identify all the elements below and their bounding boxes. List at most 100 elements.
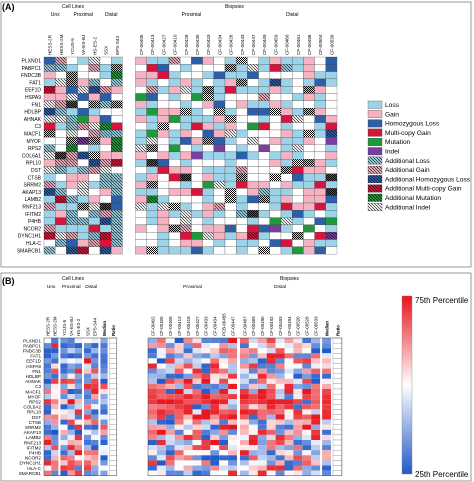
panel-b-cell <box>210 389 220 395</box>
panel-a-cell <box>292 56 304 65</box>
panel-a-cell <box>280 173 293 182</box>
panel-a-cell <box>180 166 192 174</box>
panel-a-cell <box>280 239 293 247</box>
panel-b-cell <box>228 373 237 379</box>
panel-b-cell <box>201 455 211 461</box>
panel-a-cell-pattern <box>100 246 112 255</box>
panel-b-cell <box>109 470 117 476</box>
panel-a-cell <box>55 210 67 218</box>
panel-b-cell <box>192 455 202 461</box>
panel-b-cell <box>293 429 303 435</box>
colorbar-bottom-label: 25th Percentile <box>415 470 469 479</box>
panel-b-cell <box>192 338 202 344</box>
panel-b-cell <box>84 470 92 476</box>
panel-b-cell <box>60 394 68 400</box>
panel-a-cell <box>157 71 170 80</box>
panel-b-cell <box>266 409 276 415</box>
panel-a-cell <box>325 100 338 109</box>
panel-b-cell <box>219 455 229 461</box>
panel-a-cell <box>43 71 56 80</box>
panel-b-cell <box>322 440 331 446</box>
panel-b-column-label: CF-00447 <box>230 316 235 336</box>
panel-a-cell <box>325 137 338 145</box>
panel-a-cell <box>292 173 304 182</box>
panel-b-cell <box>60 338 68 344</box>
panel-b-cell <box>284 409 294 415</box>
panel-a-cell-pattern <box>180 86 192 94</box>
panel-b-cell <box>165 465 175 471</box>
panel-b-cell <box>219 389 229 395</box>
panel-a-cell <box>303 137 315 145</box>
panel-b-cell <box>84 383 92 389</box>
panel-a-subgroup-label: Unx <box>51 12 60 18</box>
panel-b-cell <box>293 338 303 344</box>
panel-a-cell <box>314 180 326 189</box>
panel-a-cell-pattern <box>66 71 78 79</box>
panel-b-cell <box>67 409 75 415</box>
panel-b-cell <box>201 429 211 435</box>
panel-a-cell <box>202 224 214 233</box>
panel-b-cell <box>210 399 220 405</box>
panel-a-cell <box>224 173 237 182</box>
panel-a-cell <box>269 239 282 247</box>
panel-b-cell <box>228 389 237 395</box>
legend-swatch <box>367 128 383 137</box>
panel-a-cell <box>236 217 248 226</box>
panel-a-cell <box>77 144 89 153</box>
panel-a-cell-pattern <box>88 100 100 109</box>
panel-a-cell-pattern <box>146 159 158 167</box>
panel-b-cell <box>311 429 321 435</box>
panel-b-cell <box>109 450 117 456</box>
panel-a-cell-pattern <box>66 122 78 130</box>
panel-b-border <box>0 272 472 482</box>
panel-a-column-labels: HESS-2R HESS-2M YCUS-5 VA-ES-BJ HS-ES-2 SSX EP… <box>48 34 335 55</box>
panel-a-cell <box>146 188 158 196</box>
panel-a-cell <box>146 78 158 87</box>
panel-a-cell <box>180 64 192 72</box>
panel-a-cell <box>269 188 282 196</box>
panel-b-cell <box>60 363 68 369</box>
panel-a-cell <box>325 246 338 255</box>
panel-a-cell <box>157 137 170 145</box>
panel-b-column-label: CF-00418 <box>186 316 191 336</box>
panel-b-cell <box>192 404 202 410</box>
panel-b-cell <box>84 348 92 354</box>
panel-a-cell-pattern <box>44 144 56 152</box>
panel-b-cell <box>67 424 75 430</box>
panel-b-cell <box>302 419 312 425</box>
panel-b-cell <box>67 465 75 471</box>
panel-a-cell-pattern <box>100 130 112 138</box>
panel-b-cell <box>284 353 294 359</box>
panel-a-cell <box>280 100 293 109</box>
panel-b-cell <box>275 343 285 349</box>
panel-b-gene-label: FN1 <box>32 369 41 374</box>
panel-b-cell <box>240 445 249 451</box>
panel-b-cell <box>156 404 166 410</box>
panel-b-cell <box>156 389 166 395</box>
panel-a-cell-pattern <box>88 151 100 160</box>
panel-a-cell <box>66 188 78 196</box>
panel-b-cell <box>293 394 303 400</box>
panel-a-cell <box>303 195 315 204</box>
panel-b-cell <box>91 389 99 395</box>
panel-b-cell <box>311 414 321 420</box>
panel-b-cell <box>322 465 331 471</box>
panel-a-cell <box>111 115 123 123</box>
panel-a-cell <box>224 224 237 233</box>
panel-b-cell <box>266 434 276 440</box>
panel-a-cell <box>66 173 78 182</box>
panel-b-column-label: EPS-S44 <box>93 317 98 336</box>
panel-b-cell <box>219 445 229 451</box>
panel-a-cell <box>213 137 226 145</box>
panel-a-cell <box>146 56 158 65</box>
panel-a-cell <box>168 129 181 138</box>
panel-b-cell <box>100 373 108 379</box>
panel-b-cell <box>284 450 294 456</box>
panel-b-cell <box>84 378 92 384</box>
panel-b-cell <box>248 358 258 364</box>
panel-a-cell <box>157 166 170 174</box>
panel-b-cell <box>219 383 229 389</box>
panel-b-cell <box>293 378 303 384</box>
panel-a-cell <box>77 239 89 247</box>
panel-a-column-label: CF-00539 <box>329 34 334 55</box>
